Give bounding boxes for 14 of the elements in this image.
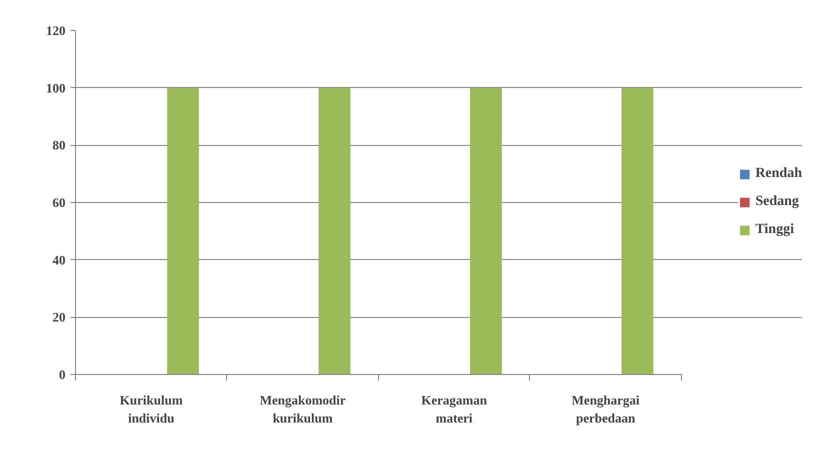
y-tick-label: 80	[52, 138, 66, 153]
y-tick-label: 60	[52, 195, 66, 210]
legend-label: Sedang	[755, 194, 799, 210]
x-tick-label: Menghargai perbedaan	[572, 392, 640, 426]
x-tick-label: Kurikulum individu	[120, 392, 183, 426]
y-tick-label: 20	[52, 310, 66, 325]
legend-label: Rendah	[755, 166, 802, 182]
y-tick-label: 40	[52, 252, 66, 268]
x-tick-label: Keragaman materi	[421, 392, 488, 426]
y-tick-label: 120	[46, 23, 66, 38]
y-tick-label: 0	[59, 367, 66, 382]
legend-label: Tinggi	[755, 222, 794, 238]
x-tick-label: Mengakomodir kurikulum	[260, 392, 346, 426]
y-tick-label: 100	[46, 80, 66, 96]
